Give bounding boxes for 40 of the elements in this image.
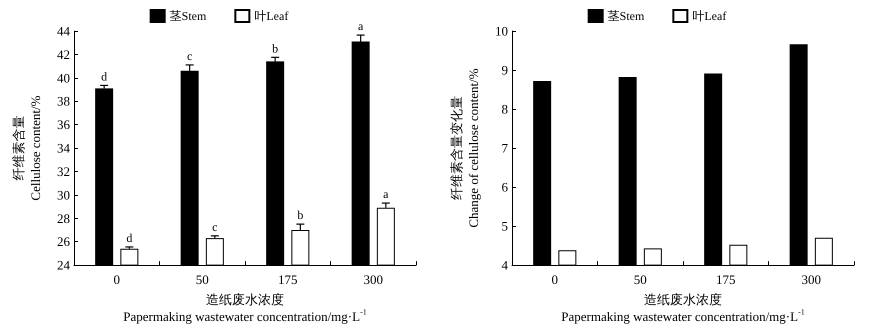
y-tick-label: 6 [502,180,508,195]
y-axis-title: 纤维素含量 Cellulose content/% [11,95,43,201]
data-label: c [212,220,218,234]
data-label: b [297,208,304,222]
y-tick-label: 5 [502,218,508,234]
x-tick-label: 300 [802,272,821,288]
data-label: b [272,41,278,56]
y-tick-label: 4 [502,258,508,273]
data-label: c [186,48,192,63]
y-tick-label: 30 [57,187,70,202]
x-tick-label: 0 [114,272,120,288]
y-tick-label: 9 [502,62,508,78]
x-tick-label: 50 [634,272,647,288]
x-tick-label: 50 [196,272,209,288]
y-tick-label: 36 [57,117,70,132]
legend-label: 叶Leaf [692,9,726,23]
legend-label: 茎Stem [170,9,208,23]
y-tick-label: 44 [57,24,70,38]
x-tick-label: 175 [278,272,298,288]
data-label: d [126,230,132,245]
y-tick-label: 40 [57,70,70,86]
legend-label: 叶Leaf [254,9,288,23]
y-tick-label: 34 [57,140,70,156]
y-tick-label: 38 [57,94,70,109]
y-tick-label: 32 [57,164,70,179]
legend-label: 茎Stem [608,9,646,23]
data-label: a [358,19,364,34]
x-tick-label: 0 [552,272,558,288]
y-tick-label: 42 [57,46,70,62]
x-tick-label: 175 [716,272,736,288]
y-tick-label: 8 [502,102,508,117]
data-label: a [383,187,390,202]
y-axis-title: 纤维素含量变化量 Change of cellulose content/% [449,68,481,228]
y-tick-label: 7 [502,140,508,156]
data-label: d [101,69,108,84]
y-tick-label: 24 [57,258,70,273]
y-tick-label: 26 [57,234,70,250]
y-tick-label: 28 [57,210,70,226]
x-tick-label: 300 [364,272,383,288]
y-tick-label: 10 [495,24,508,38]
